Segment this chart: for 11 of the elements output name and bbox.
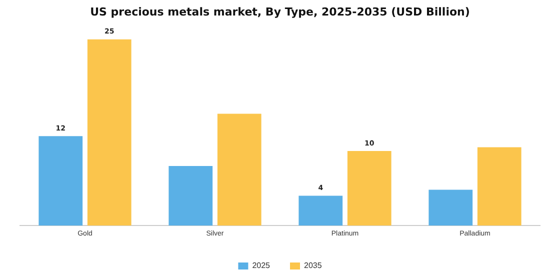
bar — [217, 114, 262, 226]
chart-title: US precious metals market, By Type, 2025-2035 (USD Billion) — [90, 5, 470, 18]
bar — [298, 196, 343, 226]
bar — [428, 190, 473, 226]
bar — [38, 136, 83, 226]
legend-label: 2025 — [252, 261, 271, 270]
bar — [87, 39, 132, 226]
bar — [477, 147, 522, 226]
legend-label: 2035 — [304, 261, 322, 270]
bar — [347, 151, 392, 226]
bar — [168, 166, 213, 226]
